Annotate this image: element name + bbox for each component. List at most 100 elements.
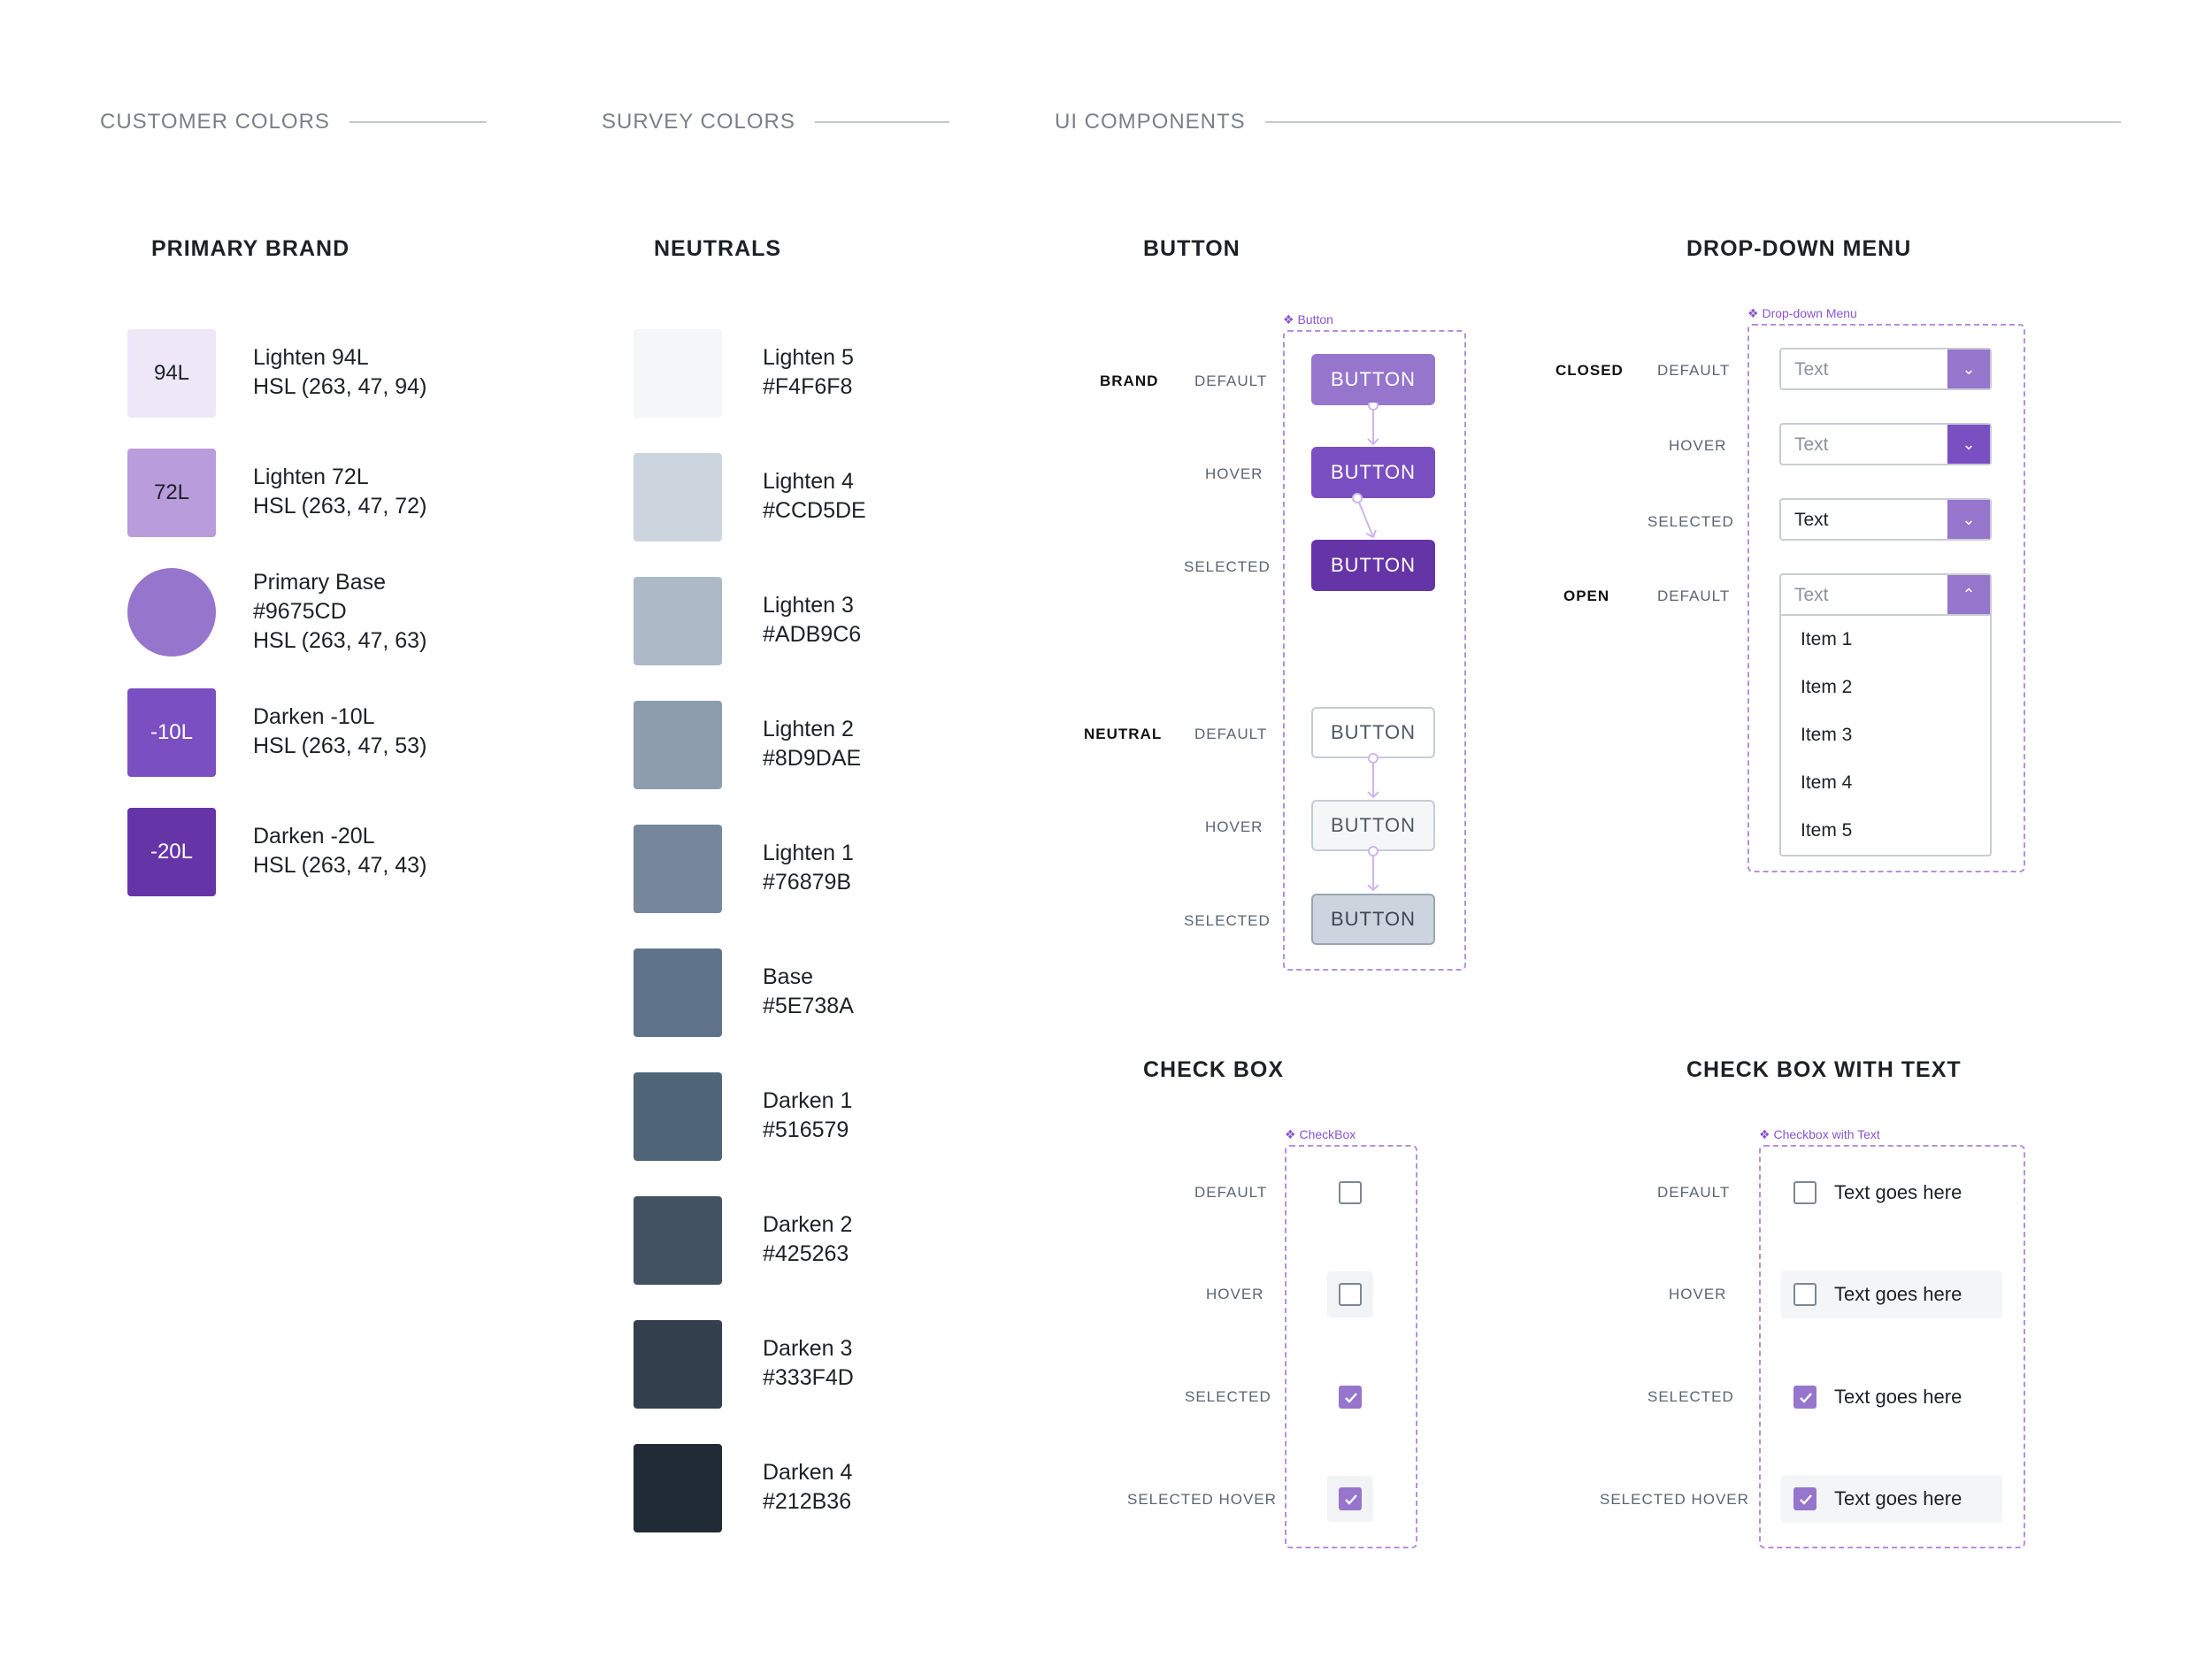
state-label: HOVER: [1669, 437, 1727, 454]
swatch-label: Lighten 72L HSL (263, 47, 72): [253, 465, 427, 518]
swatch-label: Primary Base #9675CD HSL (263, 47, 63): [253, 570, 427, 653]
neutral-swatch-label: Lighten 1 #76879B: [763, 841, 854, 895]
checkbox-box[interactable]: [1793, 1283, 1816, 1306]
neutral-swatch: [634, 1320, 722, 1409]
swatch-badge: 72L: [153, 480, 190, 504]
dropdown-list: Item 1 Item 2 Item 3 Item 4 Item 5: [1779, 616, 1992, 856]
check-icon: [1345, 1494, 1357, 1505]
neutral-button-selected[interactable]: BUTTON: [1311, 894, 1435, 945]
dropdown-closed-selected[interactable]: Text ⌄: [1779, 498, 1992, 541]
neutrals-title: NEUTRALS: [654, 236, 782, 261]
state-label: DEFAULT: [1194, 726, 1268, 742]
swatch-badge: -20L: [150, 840, 194, 864]
dropdown-open[interactable]: Text ⌃: [1779, 573, 1992, 616]
state-label: HOVER: [1206, 1286, 1264, 1302]
brand-button-hover[interactable]: BUTTON: [1311, 447, 1435, 498]
neutral-swatch: [634, 825, 722, 913]
checkbox-frame: [1285, 1145, 1417, 1548]
checkbox-hover[interactable]: [1327, 1271, 1373, 1317]
state-label: HOVER: [1205, 818, 1263, 835]
dropdown-closed-hover[interactable]: Text ⌄: [1779, 423, 1992, 465]
dropdown-item-4[interactable]: Item 4: [1801, 772, 1853, 793]
neutral-swatch-label: Darken 4 #212B36: [763, 1460, 853, 1514]
checkbox-selected[interactable]: [1327, 1374, 1373, 1420]
neutral-swatch: [634, 949, 722, 1037]
checkbox-text-selected[interactable]: Text goes here: [1781, 1373, 2002, 1421]
brand-row-label: BRAND: [1100, 373, 1159, 389]
dropdown-item-3[interactable]: Item 3: [1801, 725, 1853, 745]
brand-button-default[interactable]: BUTTON: [1311, 354, 1435, 405]
neutral-swatch: [634, 453, 722, 541]
checkbox-text-frame: [1759, 1145, 2025, 1548]
check-icon: [1345, 1393, 1357, 1403]
checkbox-title: CHECK BOX: [1143, 1057, 1285, 1082]
neutral-button-default[interactable]: BUTTON: [1311, 707, 1435, 758]
swatch-primary-base: [127, 568, 216, 657]
checkbox-selected-hover[interactable]: [1327, 1476, 1373, 1522]
neutral-swatch-label: Lighten 2 #8D9DAE: [763, 717, 862, 771]
neutral-swatch: [634, 1196, 722, 1285]
swatch-label: Darken -20L HSL (263, 47, 43): [253, 824, 427, 878]
section-ui-components: UI COMPONENTS: [1055, 110, 2121, 134]
neutral-swatch-label: Lighten 3 #ADB9C6: [763, 593, 862, 647]
state-label: DEFAULT: [1657, 588, 1731, 604]
neutral-swatch: [634, 1072, 722, 1161]
chevron-down-icon[interactable]: ⌄: [1947, 349, 1990, 388]
checkbox-box[interactable]: [1793, 1181, 1816, 1204]
neutral-swatch-label: Lighten 4 #CCD5DE: [763, 469, 866, 523]
dropdown-item-5[interactable]: Item 5: [1801, 820, 1853, 841]
checkbox-box[interactable]: [1339, 1283, 1362, 1306]
dropdown-item-1[interactable]: Item 1: [1801, 629, 1853, 649]
swatch-72l: 72L: [127, 449, 216, 537]
checkbox-text-default[interactable]: Text goes here: [1781, 1169, 2002, 1217]
swatch-badge: 94L: [153, 361, 190, 385]
state-label: DEFAULT: [1194, 1184, 1268, 1201]
neutral-row-label: NEUTRAL: [1084, 726, 1163, 742]
neutral-button-hover[interactable]: BUTTON: [1311, 800, 1435, 851]
state-label: SELECTED HOVER: [1127, 1491, 1277, 1508]
section-survey-colors: SURVEY COLORS: [602, 110, 949, 134]
primary-brand-title: PRIMARY BRAND: [151, 236, 350, 261]
swatch-label: Darken -10L HSL (263, 47, 53): [253, 704, 427, 758]
prototype-connectors: [1352, 403, 1379, 892]
state-label: DEFAULT: [1194, 373, 1268, 389]
neutral-swatch-label: Darken 3 #333F4D: [763, 1336, 854, 1390]
chevron-down-icon[interactable]: ⌄: [1947, 500, 1990, 539]
check-icon: [1800, 1393, 1812, 1403]
dropdown-title: DROP-DOWN MENU: [1686, 236, 1912, 261]
checkbox-text-selected-hover[interactable]: Text goes here: [1781, 1475, 2002, 1523]
checkbox-box[interactable]: [1339, 1181, 1362, 1204]
checkbox-box[interactable]: [1339, 1386, 1362, 1409]
checkbox-box[interactable]: [1793, 1386, 1816, 1409]
neutral-swatch: [634, 329, 722, 418]
chevron-up-icon[interactable]: ⌃: [1947, 575, 1990, 614]
dropdown-frame: [1747, 324, 2025, 872]
dropdown-item-2[interactable]: Item 2: [1801, 677, 1853, 697]
brand-button-selected[interactable]: BUTTON: [1311, 540, 1435, 591]
swatch-darken-20l: -20L: [127, 808, 216, 896]
checkbox-frame-tag: ❖ CheckBox: [1285, 1127, 1356, 1141]
state-label: SELECTED: [1184, 912, 1271, 929]
swatch-label: Lighten 94L HSL (263, 47, 94): [253, 345, 427, 399]
button-frame-tag: ❖ Button: [1283, 312, 1333, 326]
checkbox-text-title: CHECK BOX WITH TEXT: [1686, 1057, 1962, 1082]
checkbox-default[interactable]: [1327, 1170, 1373, 1216]
neutral-swatch: [634, 1444, 722, 1532]
neutral-swatch-label: Darken 2 #425263: [763, 1212, 853, 1266]
button-frame: [1283, 330, 1466, 971]
open-row-label: OPEN: [1563, 588, 1610, 604]
checkbox-box[interactable]: [1339, 1487, 1362, 1510]
state-label: DEFAULT: [1657, 1184, 1731, 1201]
state-label: HOVER: [1669, 1286, 1727, 1302]
swatch-badge: -10L: [150, 720, 194, 744]
closed-row-label: CLOSED: [1555, 362, 1624, 379]
chevron-down-icon[interactable]: ⌄: [1947, 425, 1990, 464]
state-label: HOVER: [1205, 465, 1263, 482]
neutral-swatch-label: Darken 1 #516579: [763, 1088, 853, 1142]
checkbox-text-hover[interactable]: Text goes here: [1781, 1271, 2002, 1318]
checkbox-box[interactable]: [1793, 1487, 1816, 1510]
dropdown-closed-default[interactable]: Text ⌄: [1779, 348, 1992, 390]
dropdown-frame-tag: ❖ Drop-down Menu: [1747, 306, 1857, 320]
neutral-swatch-label: Base #5E738A: [763, 964, 854, 1018]
neutral-swatch: [634, 577, 722, 665]
